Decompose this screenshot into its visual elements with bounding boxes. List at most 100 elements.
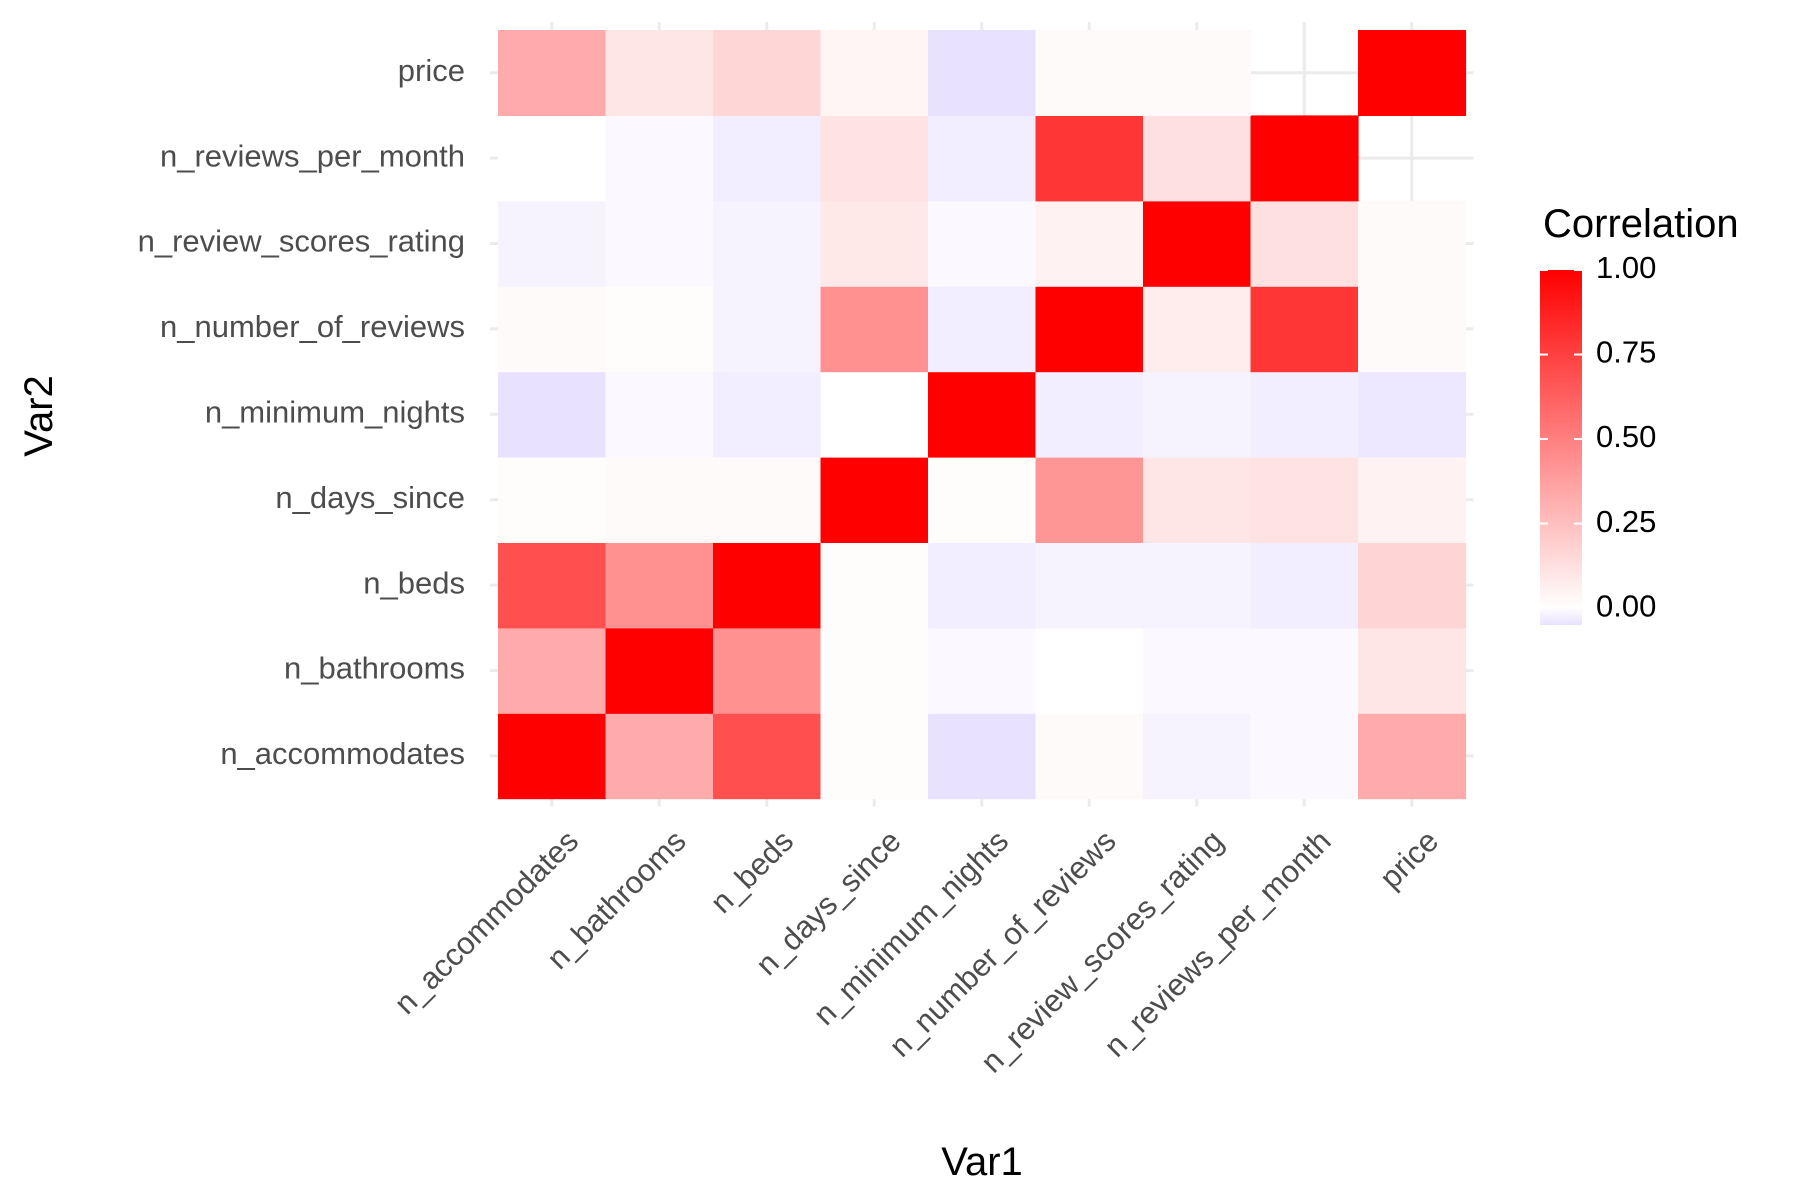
y-tick-label: n_bathrooms [284, 651, 465, 686]
heatmap-tile [820, 627, 929, 714]
heatmap-tile [1358, 542, 1467, 629]
heatmap-tile [1358, 627, 1467, 714]
y-tick-label: price [398, 53, 465, 88]
heatmap-tile [713, 457, 822, 543]
heatmap-tile [1143, 713, 1252, 800]
heatmap-tile [713, 286, 822, 373]
heatmap-tile [498, 115, 607, 202]
heatmap-tile [928, 286, 1037, 373]
legend-label: 0.25 [1596, 504, 1656, 539]
heatmap-tile [1035, 286, 1144, 373]
heatmap-tile [1035, 30, 1144, 116]
heatmap-tile [1143, 286, 1252, 373]
heatmap-tile [1250, 627, 1359, 714]
heatmap-tile [1035, 200, 1144, 287]
legend-label: 1.00 [1596, 250, 1656, 285]
heatmap-tile [1250, 286, 1359, 373]
y-tick-label: n_reviews_per_month [160, 138, 465, 173]
heatmap-tile [1358, 200, 1467, 287]
heatmap-tile [820, 30, 929, 116]
heatmap-tile [1250, 200, 1359, 287]
legend-label: 0.00 [1596, 588, 1656, 623]
color-legend: Correlation 1.00 0.75 0.50 0.25 0.00 [1540, 202, 1739, 625]
heatmap-tile [928, 371, 1037, 458]
heatmap-tile [605, 713, 714, 800]
heatmap-tile [713, 30, 822, 116]
x-axis-title: Var1 [941, 1140, 1023, 1184]
heatmap-tile [1143, 627, 1252, 714]
heatmap-tile [1143, 457, 1252, 543]
heatmap-tile [605, 457, 714, 543]
heatmap-tile [928, 542, 1037, 629]
y-tick-label: n_minimum_nights [205, 394, 465, 429]
heatmap-tile [498, 457, 607, 543]
heatmap-tile [1358, 713, 1467, 800]
heatmap-tile [928, 115, 1037, 202]
heatmap-tile [713, 713, 822, 800]
heatmap-tile [498, 542, 607, 629]
heatmap-tile [928, 200, 1037, 287]
heatmap-tile [1035, 371, 1144, 458]
heatmap-tile [928, 457, 1037, 543]
y-tick-label: n_accommodates [220, 736, 465, 771]
heatmap-tile [1035, 542, 1144, 629]
heatmap-tile [1035, 713, 1144, 800]
heatmap-tile [605, 115, 714, 202]
heatmap-tile [605, 200, 714, 287]
heatmap-tile [820, 200, 929, 287]
heatmap-tile [605, 371, 714, 458]
legend-title: Correlation [1543, 202, 1739, 246]
heatmap-tile [605, 627, 714, 714]
heatmap-tile [498, 30, 607, 116]
heatmap-tile [928, 627, 1037, 714]
heatmap-tile [820, 542, 929, 629]
legend-label: 0.50 [1596, 419, 1656, 454]
heatmap-tile [605, 286, 714, 373]
heatmap-tile [1143, 542, 1252, 629]
heatmap-tile [1250, 713, 1359, 800]
heatmap-tile [1250, 115, 1359, 202]
heatmap-tile [713, 371, 822, 458]
y-tick-label: n_number_of_reviews [160, 309, 465, 344]
heatmap-tile [605, 30, 714, 116]
heatmap-tile [713, 200, 822, 287]
heatmap-tile [1143, 115, 1252, 202]
x-tick-label: n_beds [703, 823, 800, 920]
heatmap-tile [820, 115, 929, 202]
heatmap-tile [498, 200, 607, 287]
heatmap-tile [1358, 286, 1467, 373]
heatmap-tile [1250, 371, 1359, 458]
heatmap-tile [1035, 627, 1144, 714]
heatmap-tile [1035, 457, 1144, 543]
heatmap-tile [1358, 30, 1467, 116]
heatmap-tile [605, 542, 714, 629]
heatmap-tile [820, 371, 929, 458]
heatmap-tile [820, 286, 929, 373]
heatmap-tile [820, 713, 929, 800]
heatmap-tile [1143, 200, 1252, 287]
heatmap-tile [713, 627, 822, 714]
y-axis-ticks: n_accommodates n_bathrooms n_beds n_days_si… [138, 53, 465, 771]
heatmap-tile [713, 115, 822, 202]
heatmap-tile [498, 371, 607, 458]
x-tick-label: n_minimum_nights [806, 823, 1015, 1032]
heatmap-tile [1358, 457, 1467, 543]
heatmap-tile [1143, 371, 1252, 458]
x-tick-label: n_accommodates [387, 823, 585, 1021]
heatmap-tile [1143, 30, 1252, 116]
heatmap-tile [1035, 115, 1144, 202]
heatmap-tile [928, 30, 1037, 116]
heatmap-tile [498, 286, 607, 373]
y-tick-label: n_days_since [275, 480, 465, 515]
y-tick-label: n_review_scores_rating [138, 224, 465, 259]
heatmap-tile [713, 542, 822, 629]
heatmap-tiles [498, 30, 1467, 800]
heatmap-tile [1358, 371, 1467, 458]
legend-colorbar [1540, 270, 1582, 625]
heatmap-tile [498, 627, 607, 714]
y-tick-label: n_beds [363, 565, 465, 600]
heatmap-tile [928, 713, 1037, 800]
legend-label: 0.75 [1596, 335, 1656, 370]
